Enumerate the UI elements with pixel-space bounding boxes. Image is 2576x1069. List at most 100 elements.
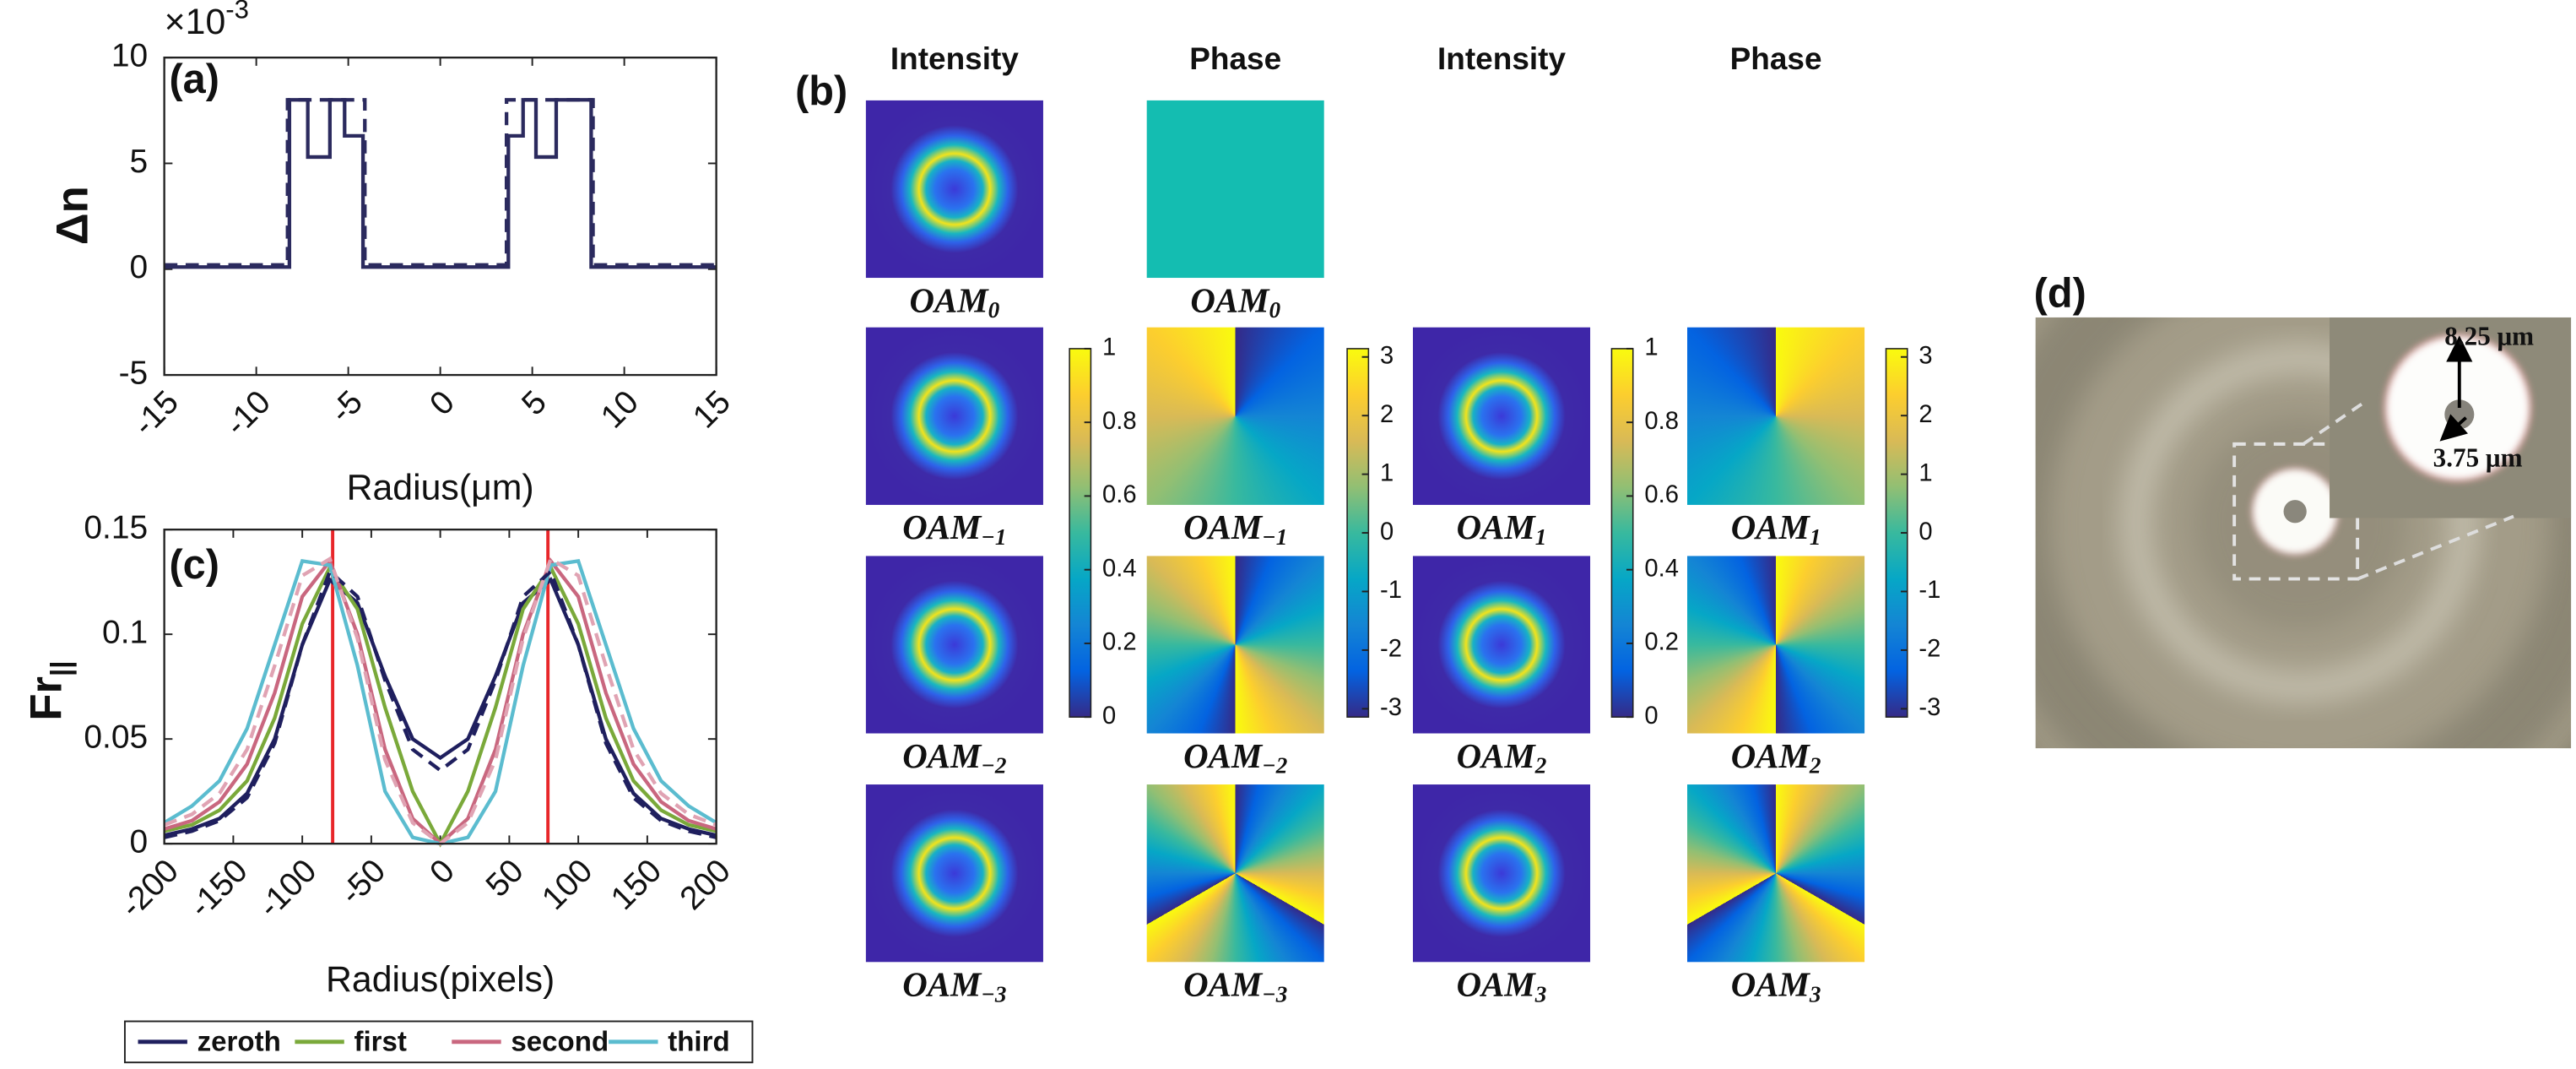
mode-label: OAM0 — [910, 282, 1000, 323]
mode-label: OAM3 — [1457, 966, 1547, 1007]
mode-label-base: OAM — [1457, 508, 1537, 546]
colorbar-tick-label: 0 — [1102, 703, 1116, 730]
mode-label-base: OAM — [1183, 737, 1264, 775]
mode-image — [865, 327, 1043, 505]
colorbar-tick-label: 0.8 — [1102, 408, 1137, 435]
x-tick-label: -50 — [333, 853, 392, 912]
panel-label: (d) — [2034, 270, 2086, 316]
mode-label-base: OAM — [1183, 508, 1264, 546]
axes-frame — [163, 528, 717, 845]
colorbar-tick-label: 0 — [1644, 703, 1658, 730]
mode-label-sub: 1 — [1810, 524, 1821, 550]
phase-image — [1686, 784, 1865, 963]
x-tick-label: -100 — [252, 853, 323, 925]
legend-label: zeroth — [198, 1027, 281, 1058]
series-line — [164, 98, 717, 269]
intensity-image — [865, 556, 1043, 734]
mode-label: OAM−2 — [1183, 737, 1287, 779]
mode-label-sub: −2 — [1262, 753, 1287, 779]
zoom-line — [2357, 514, 2514, 581]
mode-label-base: OAM — [902, 508, 982, 546]
y-tick-label: 0.15 — [84, 509, 148, 545]
axes-background — [164, 57, 717, 376]
mode-image — [1146, 327, 1324, 505]
x-tick-label: 10 — [594, 384, 646, 436]
colorbar-tick-label: 3 — [1918, 342, 1932, 369]
colorbar-tick-label: 0.4 — [1644, 555, 1679, 582]
phase-image — [1146, 556, 1324, 734]
series-line — [164, 568, 717, 839]
mode-label-sub: 2 — [1534, 753, 1547, 779]
colorbar-tick-label: -2 — [1918, 636, 1940, 663]
x-tick-label: -200 — [113, 853, 185, 925]
x-tick-label: 0 — [423, 853, 462, 892]
colorbar-tick-label: -1 — [1380, 577, 1402, 604]
mode-label: OAM−2 — [902, 737, 1006, 779]
axes-background — [164, 529, 717, 844]
column-header: Intensity — [890, 41, 1019, 76]
mode-image — [1412, 556, 1591, 734]
mode-label-sub: −1 — [1262, 524, 1287, 550]
y-tick-label: 0 — [130, 249, 149, 285]
mode-image — [865, 556, 1043, 734]
mode-label: OAM−1 — [902, 508, 1006, 550]
mode-label: OAM1 — [1457, 508, 1547, 550]
mode-image — [1686, 327, 1865, 505]
colorbar-tick-label: 0.6 — [1644, 481, 1679, 508]
mode-image — [865, 784, 1043, 963]
mode-label-sub: −1 — [981, 524, 1006, 550]
mode-label-sub: 2 — [1809, 753, 1821, 779]
scale-label: 8.25 μm — [2444, 321, 2534, 350]
y-scale-exp: -3 — [225, 0, 249, 24]
mode-image — [1146, 784, 1324, 963]
intensity-image — [865, 100, 1043, 279]
phase-image — [1146, 784, 1324, 963]
mode-image — [1146, 556, 1324, 734]
mode-label-sub: 3 — [1809, 982, 1821, 1007]
series-line — [164, 577, 717, 838]
intensity-image — [1412, 556, 1591, 734]
x-axis-label: Radius(pixels) — [326, 959, 555, 1000]
intensity-image — [865, 784, 1043, 963]
colorbar — [1610, 348, 1634, 718]
mode-image — [865, 100, 1043, 279]
intensity-image — [1412, 784, 1591, 963]
panel-label: (b) — [795, 68, 847, 114]
scale-label: 3.75 μm — [2433, 443, 2523, 473]
x-tick-label: 15 — [686, 384, 738, 436]
mode-image — [1412, 784, 1591, 963]
mode-image — [1686, 556, 1865, 734]
column-header: Intensity — [1437, 41, 1566, 76]
mode-label-base: OAM — [902, 737, 982, 775]
mode-label-base: OAM — [1190, 282, 1270, 320]
y-axis-label-base: Fr — [21, 676, 71, 721]
panel-label: (a) — [169, 57, 219, 102]
x-tick-label: 200 — [674, 853, 738, 917]
mode-label-sub: 0 — [1269, 297, 1280, 323]
mode-label-base: OAM — [1183, 966, 1264, 1004]
mode-label-sub: 1 — [1535, 524, 1547, 550]
photo — [2035, 317, 2572, 749]
mode-label-sub: 3 — [1534, 982, 1547, 1007]
y-tick-label: -5 — [119, 355, 149, 391]
axes-frame — [163, 57, 717, 377]
phase-image — [1146, 327, 1324, 505]
x-tick-label: -5 — [323, 384, 370, 431]
colorbar-tick-label: -3 — [1380, 694, 1402, 721]
phase-image — [1686, 556, 1865, 734]
mode-label: OAM−3 — [902, 966, 1006, 1007]
mode-image — [1412, 327, 1591, 505]
column-header: Phase — [1189, 41, 1281, 76]
y-tick-label: 0.1 — [102, 614, 148, 650]
mode-image — [1686, 784, 1865, 963]
panel-label: (c) — [169, 542, 219, 588]
colorbar-tick-label: 0.8 — [1644, 408, 1679, 435]
colorbar-tick-label: 1 — [1644, 334, 1658, 361]
mode-label: OAM2 — [1457, 737, 1547, 779]
mode-label-base: OAM — [1457, 737, 1537, 775]
mode-label-base: OAM — [1731, 966, 1811, 1004]
mode-label-base: OAM — [910, 282, 990, 320]
x-tick-label: -150 — [182, 853, 254, 925]
